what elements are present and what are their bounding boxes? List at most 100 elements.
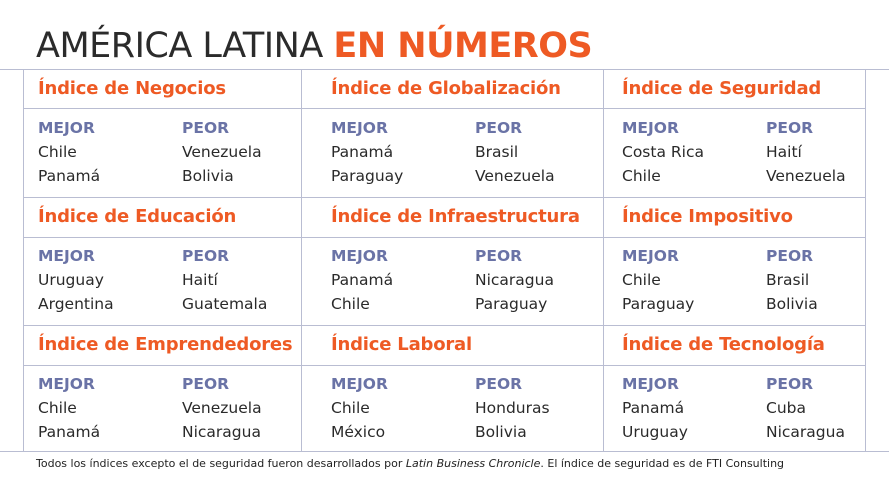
worst-label: PEOR <box>475 375 523 393</box>
best-country: Costa Rica <box>622 143 704 161</box>
index-cell: Índice de Globalización MEJOR Panamá Par… <box>302 70 603 198</box>
worst-country: Guatemala <box>182 295 268 313</box>
worst-label: PEOR <box>475 119 523 137</box>
index-cell: Índice de Educación MEJOR Uruguay Argent… <box>24 198 301 326</box>
worst-country: Honduras <box>475 399 550 417</box>
best-label: MEJOR <box>622 375 679 393</box>
worst-country: Brasil <box>475 143 519 161</box>
source-footnote: Todos los índices excepto el de segurida… <box>36 457 784 470</box>
index-cell: Índice de Seguridad MEJOR Costa Rica Chi… <box>604 70 865 198</box>
best-country: Chile <box>622 167 661 185</box>
grid-divider <box>23 108 866 109</box>
worst-column: PEOR Cuba Nicaragua <box>766 372 845 444</box>
best-country: Paraguay <box>622 295 695 313</box>
best-country: Panamá <box>331 271 394 289</box>
best-label: MEJOR <box>331 375 388 393</box>
best-column: MEJOR Panamá Chile <box>331 244 393 316</box>
grid-divider <box>23 197 866 198</box>
best-country: Chile <box>331 399 370 417</box>
best-country: Chile <box>38 399 77 417</box>
worst-country: Bolivia <box>182 167 234 185</box>
best-label: MEJOR <box>331 119 388 137</box>
best-country: Panamá <box>331 143 394 161</box>
worst-country: Paraguay <box>475 295 548 313</box>
worst-column: PEOR Honduras Bolivia <box>475 372 550 444</box>
best-column: MEJOR Panamá Paraguay <box>331 116 403 188</box>
best-column: MEJOR Chile Panamá <box>38 372 100 444</box>
index-cell: Índice de Emprendedores MEJOR Chile Pana… <box>24 326 301 454</box>
index-cell: Índice de Tecnología MEJOR Panamá Urugua… <box>604 326 865 454</box>
worst-country: Bolivia <box>475 423 527 441</box>
best-column: MEJOR Panamá Uruguay <box>622 372 688 444</box>
worst-label: PEOR <box>766 375 814 393</box>
grid-divider <box>23 325 866 326</box>
index-cell: Índice Impositivo MEJOR Chile Paraguay P… <box>604 198 865 326</box>
worst-column: PEOR Brasil Venezuela <box>475 116 555 188</box>
index-title: Índice de Infraestructura <box>331 206 580 227</box>
worst-country: Venezuela <box>766 167 846 185</box>
index-title: Índice Laboral <box>331 334 472 355</box>
worst-column: PEOR Nicaragua Paraguay <box>475 244 554 316</box>
worst-label: PEOR <box>766 247 814 265</box>
worst-label: PEOR <box>182 247 230 265</box>
index-title: Índice de Emprendedores <box>38 334 293 355</box>
best-country: Chile <box>331 295 370 313</box>
best-country: Panamá <box>38 167 101 185</box>
best-country: Panamá <box>622 399 685 417</box>
best-country: México <box>331 423 386 441</box>
worst-country: Venezuela <box>182 143 262 161</box>
index-cell: Índice Laboral MEJOR Chile México PEOR H… <box>302 326 603 454</box>
grid-divider <box>865 70 866 451</box>
worst-country: Bolivia <box>766 295 818 313</box>
grid-divider <box>23 70 24 451</box>
title-part-2: EN NÚMEROS <box>333 26 593 66</box>
worst-country: Nicaragua <box>766 423 845 441</box>
best-column: MEJOR Chile Paraguay <box>622 244 694 316</box>
best-country: Panamá <box>38 423 101 441</box>
best-country: Uruguay <box>622 423 688 441</box>
grid-divider <box>23 237 866 238</box>
worst-column: PEOR Venezuela Bolivia <box>182 116 262 188</box>
worst-country: Haití <box>182 271 218 289</box>
best-country: Uruguay <box>38 271 104 289</box>
best-label: MEJOR <box>622 247 679 265</box>
footnote-prefix: Todos los índices excepto el de segurida… <box>36 457 406 470</box>
best-label: MEJOR <box>38 119 95 137</box>
index-title: Índice de Seguridad <box>622 78 822 99</box>
worst-label: PEOR <box>182 375 230 393</box>
worst-column: PEOR Venezuela Nicaragua <box>182 372 262 444</box>
best-column: MEJOR Chile México <box>331 372 388 444</box>
best-column: MEJOR Chile Panamá <box>38 116 100 188</box>
best-country: Paraguay <box>331 167 404 185</box>
worst-country: Venezuela <box>182 399 262 417</box>
grid-divider <box>23 365 866 366</box>
footnote-source: Latin Business Chronicle <box>405 457 541 470</box>
grid-divider <box>603 70 604 451</box>
worst-label: PEOR <box>475 247 523 265</box>
index-title: Índice de Negocios <box>38 78 226 99</box>
worst-country: Cuba <box>766 399 806 417</box>
worst-column: PEOR Brasil Bolivia <box>766 244 818 316</box>
worst-country: Nicaragua <box>475 271 554 289</box>
index-title: Índice Impositivo <box>622 206 793 227</box>
index-grid: Índice de Negocios MEJOR Chile Panamá PE… <box>0 69 889 452</box>
best-label: MEJOR <box>331 247 388 265</box>
worst-country: Haití <box>766 143 802 161</box>
page-title: AMÉRICA LATINA EN NÚMEROS <box>36 22 593 70</box>
best-country: Chile <box>38 143 77 161</box>
worst-column: PEOR Haití Venezuela <box>766 116 846 188</box>
index-title: Índice de Educación <box>38 206 237 227</box>
best-country: Chile <box>622 271 661 289</box>
index-cell: Índice de Negocios MEJOR Chile Panamá PE… <box>24 70 301 198</box>
worst-label: PEOR <box>766 119 814 137</box>
best-column: MEJOR Uruguay Argentina <box>38 244 114 316</box>
index-title: Índice de Globalización <box>331 78 561 99</box>
best-label: MEJOR <box>622 119 679 137</box>
title-part-1: AMÉRICA LATINA <box>36 26 323 66</box>
best-column: MEJOR Costa Rica Chile <box>622 116 704 188</box>
grid-divider <box>301 70 302 451</box>
worst-country: Brasil <box>766 271 810 289</box>
worst-country: Nicaragua <box>182 423 261 441</box>
best-label: MEJOR <box>38 375 95 393</box>
worst-label: PEOR <box>182 119 230 137</box>
